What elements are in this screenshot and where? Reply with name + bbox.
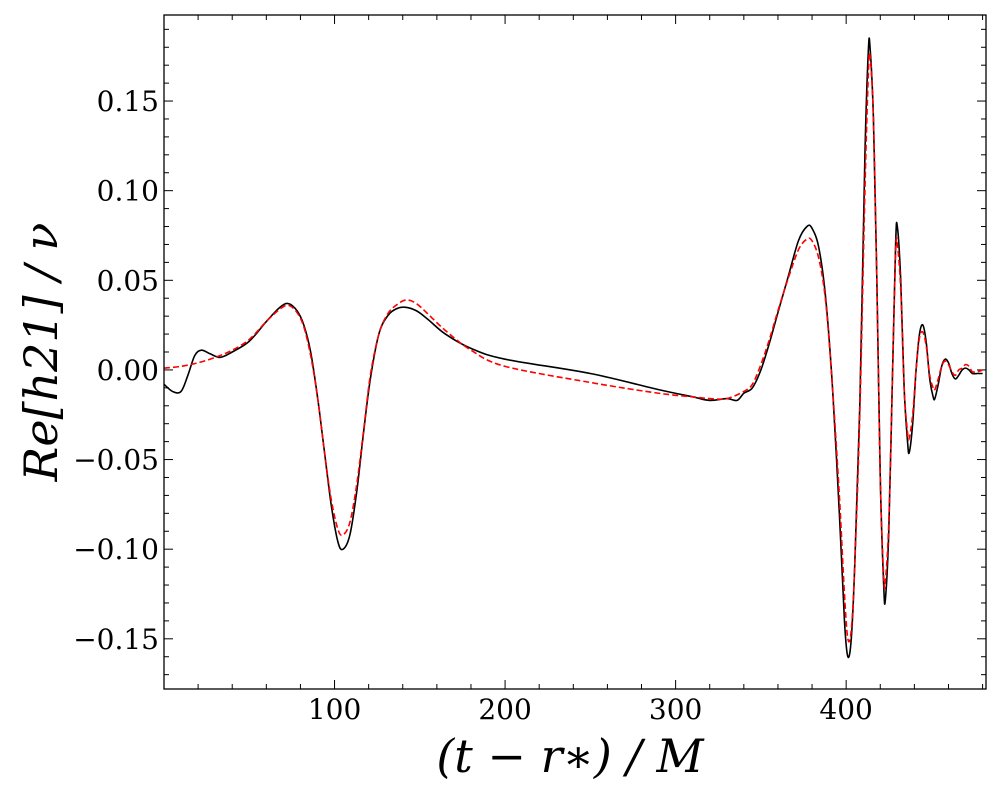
series-layer: [163, 37, 983, 659]
y-axis-label: Re[h21] / ν: [14, 223, 68, 483]
y-tick-label: 0.15: [97, 85, 159, 118]
axis-ticks: [164, 15, 986, 689]
plot-frame: [163, 14, 987, 690]
y-tick-label: 0.10: [97, 175, 159, 208]
y-tick-label: 0.00: [97, 354, 159, 387]
axis-tick-labels: 100 200 300 400 −0.15 −0.10 −0.05 0.00 0.05 0.10 0…: [73, 85, 873, 726]
x-axis-label: (t − r∗) / M: [436, 729, 705, 783]
dashed-red-series-line: [163, 51, 983, 643]
y-tick-label: −0.15: [73, 623, 159, 656]
y-tick-label: −0.10: [73, 533, 159, 566]
x-tick-label: 100: [308, 693, 361, 726]
y-tick-label: −0.05: [73, 444, 159, 477]
x-tick-label: 400: [819, 693, 872, 726]
y-tick-label: 0.05: [97, 264, 159, 297]
x-tick-label: 300: [649, 693, 702, 726]
solid-black-series-line: [163, 37, 983, 659]
x-tick-label: 200: [478, 693, 531, 726]
